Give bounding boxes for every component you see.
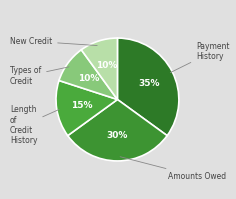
Text: 15%: 15%: [72, 100, 93, 110]
Text: Payment
History: Payment History: [170, 42, 230, 73]
Text: New Credit: New Credit: [10, 37, 97, 46]
Text: 30%: 30%: [107, 131, 128, 140]
Wedge shape: [68, 100, 167, 161]
Wedge shape: [118, 38, 179, 136]
Wedge shape: [56, 81, 118, 136]
Wedge shape: [81, 38, 118, 100]
Text: Types of
Credit: Types of Credit: [10, 66, 69, 86]
Text: Length
of
Credit
History: Length of Credit History: [10, 105, 59, 145]
Text: 10%: 10%: [78, 74, 99, 83]
Wedge shape: [59, 50, 118, 100]
Text: 10%: 10%: [96, 61, 117, 70]
Text: Amounts Owed: Amounts Owed: [120, 157, 226, 181]
Text: 35%: 35%: [139, 79, 160, 88]
